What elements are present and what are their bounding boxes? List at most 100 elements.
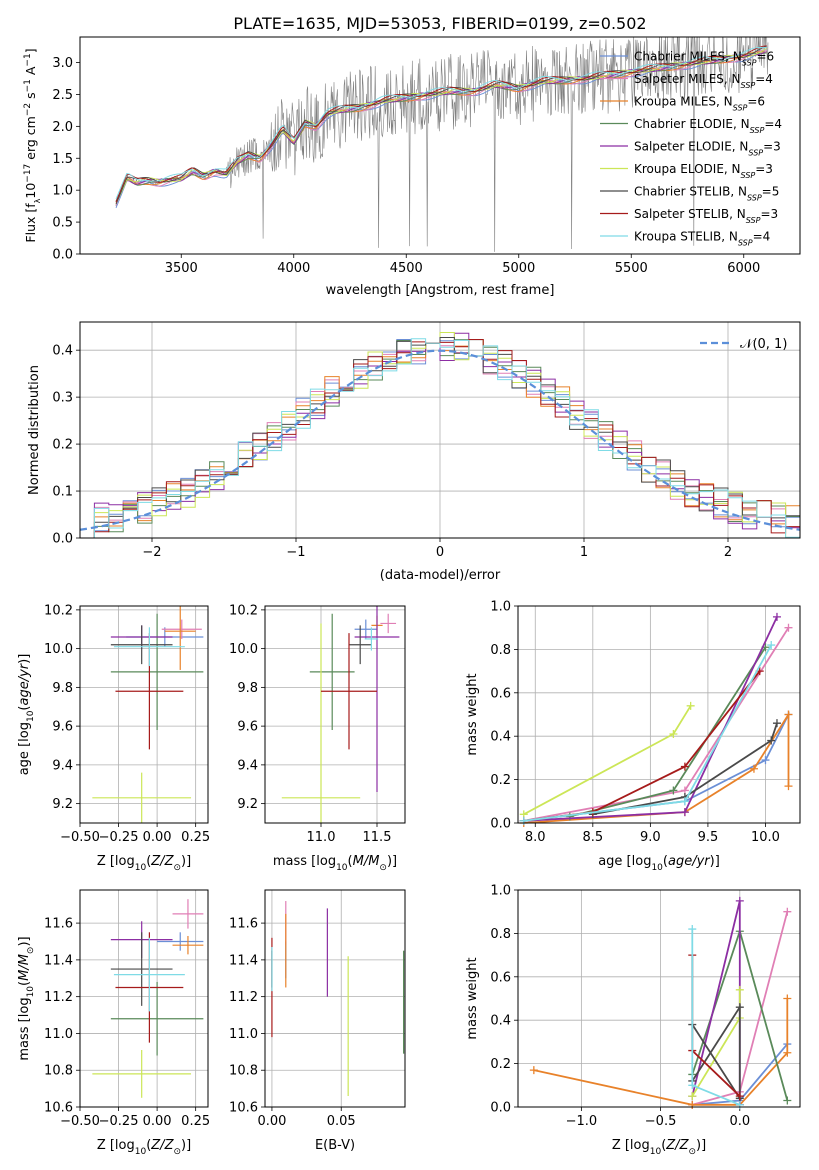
legend-label: Kroupa STELIB, NSSP=4 [634,230,770,248]
residual-histogram [80,337,800,538]
y-tick-label: 11.6 [44,917,73,932]
y-tick-label: 10.6 [44,1101,73,1116]
z-xlabel: Z [log10(Z/Z⊙)] [612,1138,706,1157]
y-tick-label: 2.0 [52,120,73,135]
legend-label: Kroupa ELODIE, NSSP=3 [634,162,773,180]
x-tick-label: 5000 [502,261,535,276]
mass_weight_vs_Z-ylabel: mass weight [465,957,480,1039]
y-tick-label: 11.0 [44,1027,73,1042]
mass-weight-marker [783,994,792,1003]
mass-weight-marker [761,756,770,765]
y-tick-label: 0.5 [52,216,73,231]
y-tick-label: 10.2 [229,603,258,618]
x-tick-label: 6000 [727,261,760,276]
x-tick-label: 5500 [615,261,648,276]
figure-title: PLATE=1635, MJD=53053, FIBERID=0199, z=0… [233,14,646,33]
x-tick-label: 0.25 [181,830,210,845]
spectrum-model-line [115,46,767,200]
age-label: age [log10(age/yr)] [598,854,720,873]
mass-weight-line [569,646,767,818]
x-tick-label: −0.50 [60,830,100,845]
mass-weight-marker [735,896,744,905]
mass_vs_ebv-axes: 0.00 0.05 10.6 10.8 11.0 11.2 11.4 11.6 [229,890,405,1129]
mass_vs_ebv-frame [264,889,406,1108]
y-tick-label: 11.2 [44,990,73,1005]
y-tick-label: 0.2 [52,438,73,453]
mass-weight-marker [680,797,689,806]
mass_weight_vs_Z-axes: −1.0 −0.5 0.0 0.0 0.2 0.4 0.6 0.8 1.0 [490,884,800,1129]
y-tick-label: 11.0 [229,1027,258,1042]
spectrum-axes: 3500 4000 4500 5000 5500 6000 0.0 0.5 1.0 1.5 2.0 2… [52,56,760,276]
y-tick-label: 0.3 [52,391,73,406]
y-tick-label: 9.8 [237,681,258,696]
legend-label: Kroupa MILES, NSSP=6 [634,95,765,113]
age_vs_Z-frame [79,605,209,824]
mass-weight-marker [735,1092,744,1101]
ebv-xlabel: E(B-V) [315,1138,355,1153]
x-tick-label: −0.25 [99,830,139,845]
spectrum-frame [79,36,801,255]
spectrum-ylabel: Flux [fλ10−17 erg cm−2 s−1 A−1] [23,48,42,242]
x-tick-label: 9.0 [640,830,661,845]
legend-label: Salpeter ELODIE, NSSP=3 [634,140,781,158]
mass-weight-marker [772,719,781,728]
mass-weight-marker [783,1048,792,1057]
mass-weight-marker [784,710,793,719]
legend-label: Salpeter STELIB, NSSP=3 [634,207,778,225]
y-tick-label: 9.8 [52,681,73,696]
mass_vs_Z-frame [79,889,209,1108]
y-tick-label: 0.2 [490,773,511,788]
y-tick-label: 9.2 [237,797,258,812]
y-tick-label: 10.0 [44,642,73,657]
mass-weight-marker [688,1092,697,1101]
mass-weight-marker [784,782,793,791]
y-tick-label: 0.0 [490,817,511,832]
y-tick-label: 0.8 [490,927,511,942]
y-tick-label: 10.8 [44,1064,73,1079]
x-tick-label: 3500 [165,261,198,276]
mass_vs_Z-axes: −0.50−0.25 0.00 0.25 10.6 10.8 11.0 11.2 11.4 11… [44,890,210,1129]
mass_weight_vs_Z-frame [517,889,801,1108]
x-tick-label: 11.5 [363,830,392,845]
y-tick-label: 0.0 [490,1101,511,1116]
mass-weight-marker [680,762,689,771]
mass-weight-marker [688,1081,697,1090]
spectrum-model-line [115,51,767,203]
z-xlabel: Z [log10(Z/Z⊙)] [97,854,191,873]
y-tick-label: 1.0 [490,600,511,615]
y-tick-label: 10.8 [229,1064,258,1079]
y-tick-label: 9.4 [52,758,73,773]
mass-weight-line [523,705,692,816]
x-tick-label: 0.00 [143,1114,172,1129]
x-tick-label: 1 [580,545,588,560]
y-tick-label: 0.0 [52,532,73,547]
x-tick-label: 0.00 [257,1114,286,1129]
mass-weight-marker [669,730,678,739]
mass-ylabel: mass [log10(M/M⊙)] [17,936,36,1060]
mass_weight_vs_age-frame [517,605,801,824]
y-tick-label: 0.1 [52,485,73,500]
x-tick-label: 0.05 [327,1114,356,1129]
x-tick-label: 11.0 [307,830,336,845]
mass-weight-marker [783,1096,792,1105]
x-tick-label: −0.5 [645,1114,677,1129]
x-tick-label: 10.0 [751,830,780,845]
z-xlabel: Z [log10(Z/Z⊙)] [97,1138,191,1157]
mass-weight-marker [735,985,744,994]
x-tick-label: 2 [724,545,732,560]
mass_weight_vs_age-axes: 8.0 8.5 9.0 9.5 10.0 0.0 0.2 0.4 0.6 0.8 1.0 [490,600,800,845]
y-tick-label: 0.4 [490,1014,511,1029]
y-tick-label: 11.6 [229,917,258,932]
legend-label: Chabrier ELODIE, NSSP=4 [634,117,782,135]
y-tick-label: 0.6 [490,970,511,985]
x-tick-label: 8.5 [582,830,603,845]
x-tick-label: 9.5 [698,830,719,845]
y-tick-label: 0.0 [52,248,73,263]
spectrum-model-line [115,45,767,203]
gaussian-curve [80,349,800,531]
mass-weight-marker [735,1003,744,1012]
y-tick-label: 0.4 [52,344,73,359]
x-tick-label: 4500 [390,261,423,276]
age_vs_Z-axes: −0.50−0.25 0.00 0.25 9.2 9.4 9.6 9.8 10.0 10.2 [44,603,210,845]
